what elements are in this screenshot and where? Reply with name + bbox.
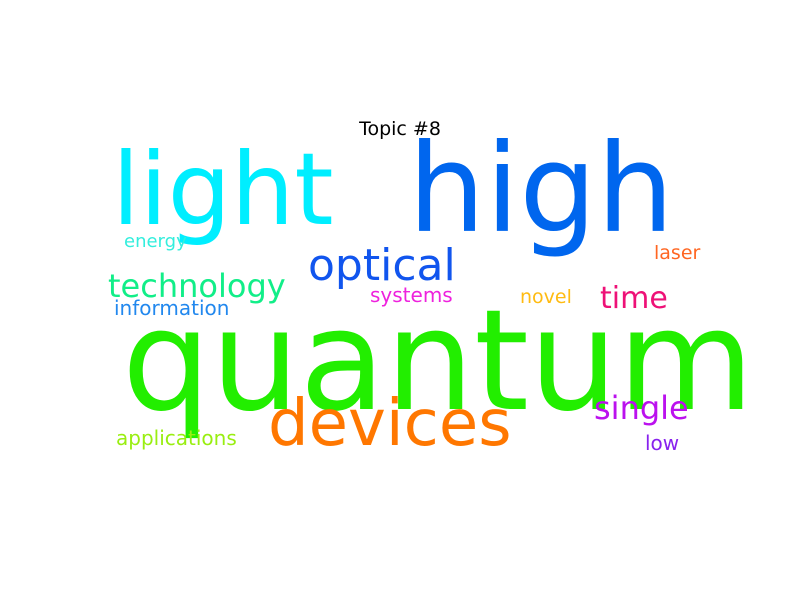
word-single: single — [594, 389, 689, 427]
word-optical: optical — [308, 240, 456, 291]
word-time: time — [600, 281, 668, 316]
word-quantum: quantum — [122, 280, 755, 443]
word-information: information — [114, 296, 230, 320]
word-applications: applications — [116, 426, 237, 450]
word-systems: systems — [370, 283, 453, 307]
word-novel: novel — [520, 286, 572, 308]
word-devices: devices — [268, 387, 512, 461]
chart-title: Topic #8 — [359, 118, 441, 140]
word-light: light — [112, 131, 334, 248]
word-energy: energy — [124, 231, 187, 252]
word-laser: laser — [654, 242, 701, 264]
word-high: high — [408, 118, 674, 260]
word-low: low — [645, 431, 680, 455]
word-technology: technology — [108, 267, 286, 305]
